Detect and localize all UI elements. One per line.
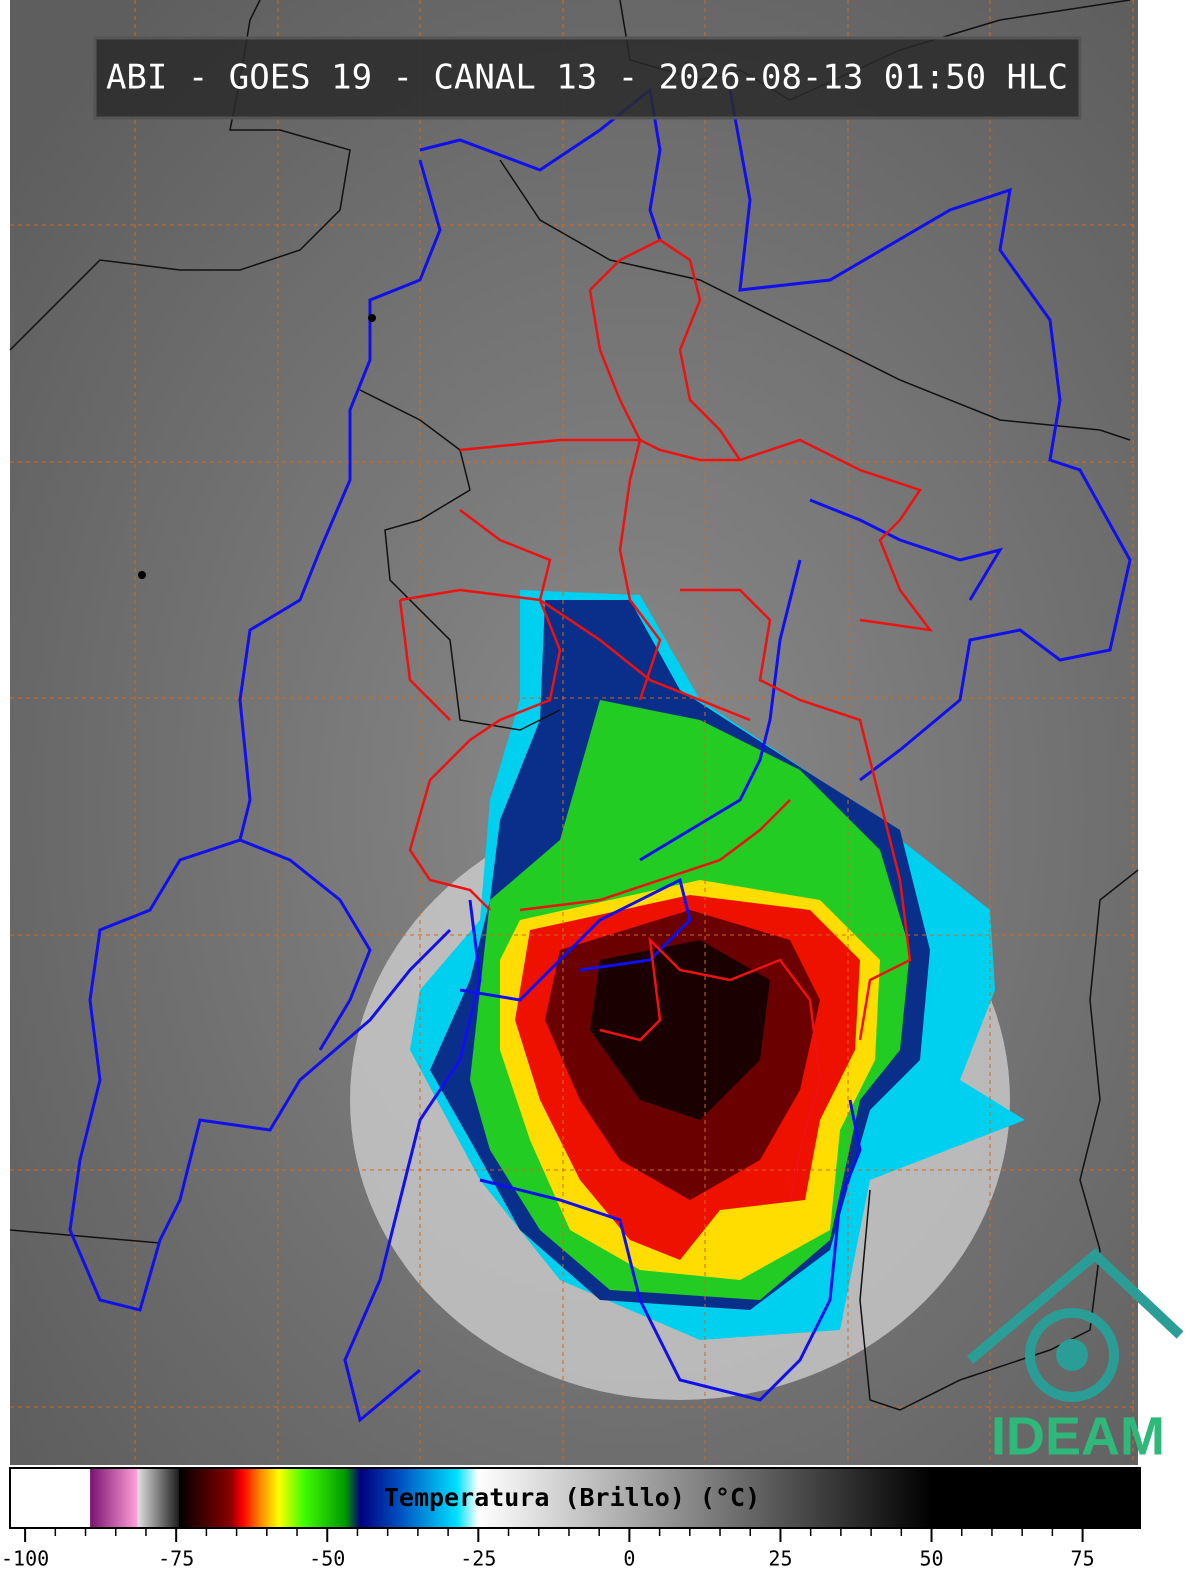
x-tick-label: 0 bbox=[623, 1547, 635, 1571]
x-tick-label: 25 bbox=[768, 1547, 792, 1571]
satellite-map: ABI - GOES 19 - CANAL 13 - 2026-08-13 01… bbox=[9, 0, 1184, 1466]
colorbar-label: Temperatura (Brillo) (°C) bbox=[384, 1483, 760, 1512]
x-tick-label: -100 bbox=[1, 1547, 49, 1571]
cloud-core bbox=[590, 940, 770, 1120]
logo-swirl-center bbox=[1056, 1339, 1088, 1371]
x-tick-label: -50 bbox=[309, 1547, 345, 1571]
municipality-borders bbox=[398, 238, 933, 1201]
x-tick-label: 50 bbox=[919, 1547, 943, 1571]
department-borders bbox=[68, 87, 1132, 1423]
logo-text: IDEAM bbox=[991, 1406, 1165, 1466]
logo: IDEAM bbox=[966, 1248, 1184, 1466]
title: ABI - GOES 19 - CANAL 13 - 2026-08-13 01… bbox=[106, 58, 1068, 98]
city-marker bbox=[368, 314, 376, 322]
title-box bbox=[93, 36, 1082, 120]
city-marker bbox=[138, 571, 146, 579]
x-tick-label: -25 bbox=[460, 1547, 496, 1571]
coordinate-grid bbox=[10, 0, 1138, 1465]
x-tick-label: -75 bbox=[158, 1547, 194, 1571]
logo-roof bbox=[966, 1248, 1184, 1364]
colorbar: Temperatura (Brillo) (°C) -100 -75 -50 -25 0… bbox=[1, 1467, 1141, 1571]
x-tick-label: 75 bbox=[1071, 1547, 1095, 1571]
colorbar-strip bbox=[9, 1467, 1141, 1529]
logo-swirl bbox=[1025, 1308, 1119, 1402]
